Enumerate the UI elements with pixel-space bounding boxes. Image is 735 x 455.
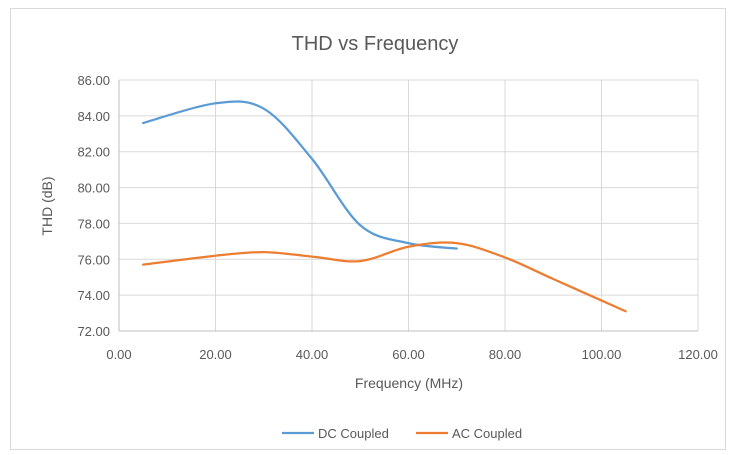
y-axis-title: THD (dB) (39, 176, 55, 235)
x-axis-title: Frequency (MHz) (355, 375, 463, 391)
legend-label: AC Coupled (452, 426, 522, 441)
y-tick-label: 82.00 (77, 145, 110, 160)
x-tick-label: 60.00 (392, 347, 425, 362)
legend-item-ac-coupled: AC Coupled (416, 426, 522, 441)
y-tick-label: 86.00 (77, 73, 110, 88)
x-tick-labels: 0.00 20.00 40.00 60.00 80.00 100.00 120.00 (106, 347, 718, 362)
legend-item-dc-coupled: DC Coupled (282, 426, 389, 441)
y-tick-labels: 72.00 74.00 76.00 78.00 80.00 82.00 84.00 86.00 (77, 73, 110, 339)
x-tick-label: 80.00 (489, 347, 522, 362)
chart-title: THD vs Frequency (292, 33, 459, 55)
legend: DC Coupled AC Coupled (282, 426, 522, 441)
series-line-dc-coupled (142, 100, 458, 250)
y-tick-label: 78.00 (77, 216, 110, 231)
y-tick-label: 80.00 (77, 181, 110, 196)
x-tick-label: 40.00 (296, 347, 329, 362)
legend-label: DC Coupled (318, 426, 389, 441)
chart-area (10, 8, 726, 450)
axes (118, 80, 698, 332)
grid-lines (119, 79, 699, 331)
x-tick-label: 0.00 (106, 347, 131, 362)
x-tick-label: 120.00 (678, 347, 718, 362)
x-tick-label: 100.00 (582, 347, 622, 362)
y-tick-label: 72.00 (77, 324, 110, 339)
series-lines (142, 100, 627, 313)
series-line-ac-coupled (142, 241, 627, 313)
y-tick-label: 84.00 (77, 109, 110, 124)
x-tick-label: 20.00 (199, 347, 232, 362)
y-tick-label: 76.00 (77, 252, 110, 267)
y-tick-label: 74.00 (77, 288, 110, 303)
